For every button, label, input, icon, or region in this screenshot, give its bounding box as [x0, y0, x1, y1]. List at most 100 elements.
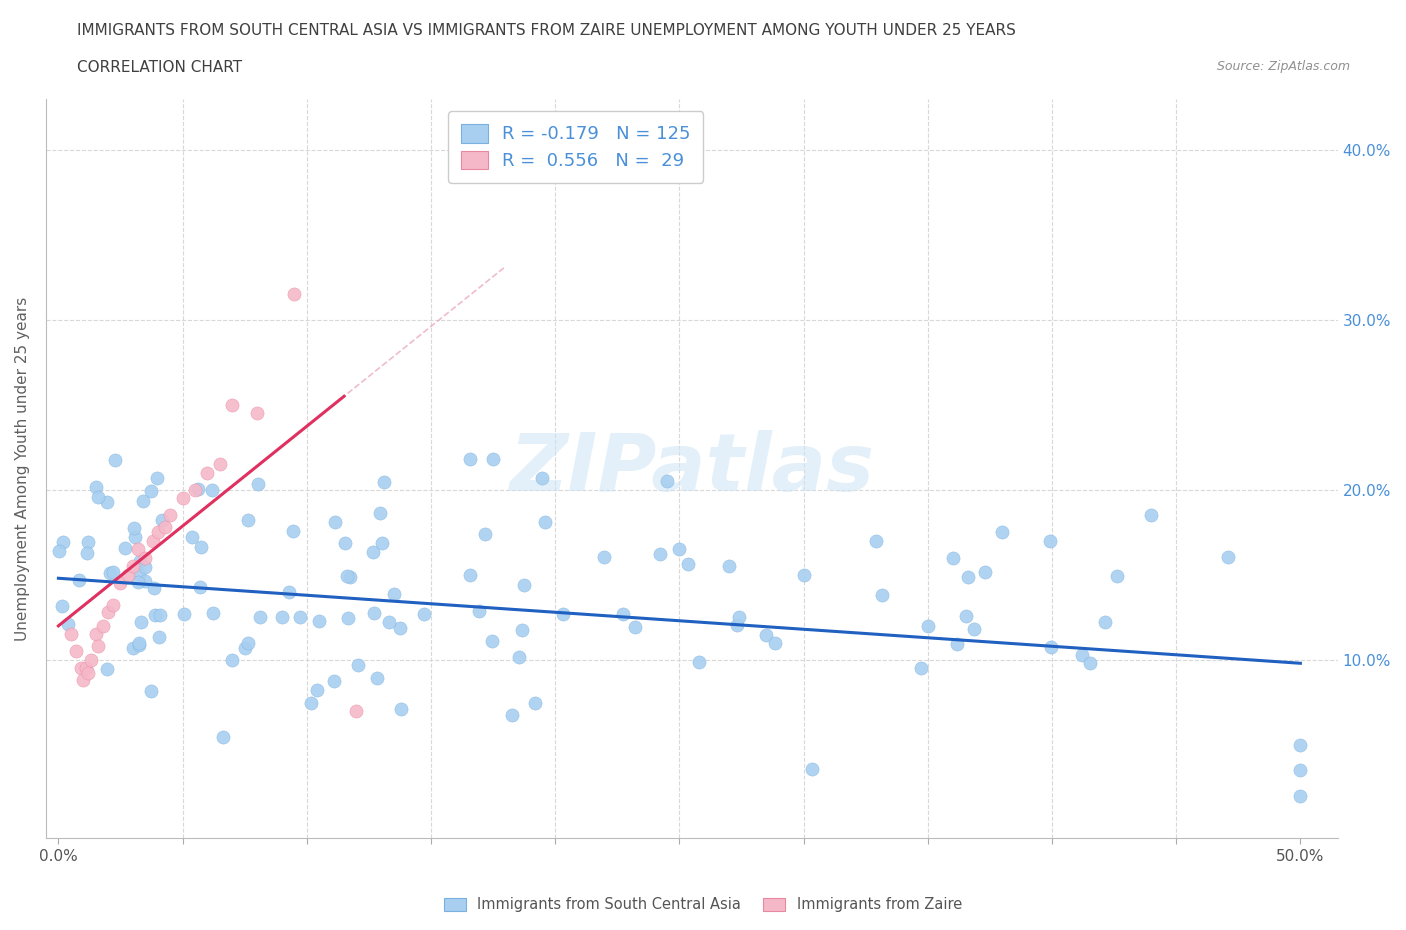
Point [104, 453, 127, 468]
Point [87, 639, 110, 654]
Point [371, 536, 394, 551]
Point [956, 569, 979, 584]
Point [91, 618, 114, 633]
Point [458, 567, 481, 582]
Point [84, 627, 107, 642]
Point [288, 610, 311, 625]
Point [153, 520, 176, 535]
Point [124, 530, 146, 545]
Point [323, 673, 346, 688]
Point [946, 637, 969, 652]
Point [134, 559, 156, 574]
Point [127, 542, 149, 557]
Point [728, 609, 751, 624]
Point [1105, 569, 1128, 584]
Point [122, 559, 145, 574]
Point [368, 506, 391, 521]
Point [510, 622, 533, 637]
Point [391, 701, 413, 716]
Point [727, 618, 749, 632]
Point [114, 541, 136, 556]
Point [131, 494, 153, 509]
Point [612, 607, 634, 622]
Point [101, 598, 124, 613]
Point [221, 397, 243, 412]
Point [482, 452, 505, 467]
Point [233, 641, 256, 656]
Point [412, 606, 434, 621]
Legend: Immigrants from South Central Asia, Immigrants from Zaire: Immigrants from South Central Asia, Immi… [439, 891, 967, 918]
Point [323, 514, 346, 529]
Point [150, 513, 173, 528]
Point [668, 542, 690, 557]
Point [117, 567, 139, 582]
Point [184, 483, 207, 498]
Point [65, 644, 87, 658]
Point [305, 683, 328, 698]
Point [678, 557, 700, 572]
Point [134, 574, 156, 589]
Point [172, 491, 194, 506]
Point [208, 457, 231, 472]
Point [236, 512, 259, 527]
Point [991, 525, 1014, 539]
Point [59, 627, 82, 642]
Point [460, 452, 482, 467]
Point [159, 508, 181, 523]
Point [1140, 508, 1163, 523]
Point [221, 652, 243, 667]
Point [378, 615, 401, 630]
Point [513, 578, 536, 592]
Point [346, 658, 368, 672]
Point [299, 695, 322, 710]
Point [103, 565, 125, 579]
Point [128, 567, 150, 582]
Point [755, 628, 778, 643]
Point [134, 551, 156, 565]
Point [249, 610, 271, 625]
Point [366, 671, 388, 685]
Point [190, 539, 212, 554]
Point [129, 614, 152, 629]
Point [481, 634, 503, 649]
Point [474, 526, 496, 541]
Point [1039, 533, 1062, 548]
Point [283, 286, 305, 301]
Point [1289, 737, 1312, 752]
Point [963, 621, 986, 636]
Point [553, 606, 575, 621]
Point [523, 696, 546, 711]
Point [148, 630, 170, 644]
Point [75, 661, 97, 676]
Point [96, 495, 118, 510]
Point [335, 569, 357, 584]
Text: CORRELATION CHART: CORRELATION CHART [77, 60, 242, 75]
Text: Source: ZipAtlas.com: Source: ZipAtlas.com [1216, 60, 1350, 73]
Point [910, 660, 932, 675]
Point [72, 672, 94, 687]
Point [146, 471, 169, 485]
Point [593, 550, 616, 565]
Point [501, 708, 523, 723]
Point [197, 465, 219, 480]
Point [865, 534, 887, 549]
Point [52, 534, 75, 549]
Point [56, 617, 79, 631]
Point [308, 613, 330, 628]
Point [346, 703, 368, 718]
Point [76, 546, 98, 561]
Point [181, 529, 204, 544]
Text: ZIPatlas: ZIPatlas [509, 430, 875, 508]
Point [100, 565, 122, 580]
Point [212, 729, 235, 744]
Point [655, 474, 678, 489]
Point [363, 605, 385, 620]
Point [149, 607, 172, 622]
Point [942, 551, 965, 565]
Point [77, 666, 100, 681]
Point [142, 534, 165, 549]
Point [79, 653, 101, 668]
Point [917, 618, 939, 633]
Point [974, 565, 997, 579]
Text: IMMIGRANTS FROM SOUTH CENTRAL ASIA VS IMMIGRANTS FROM ZAIRE UNEMPLOYMENT AMONG Y: IMMIGRANTS FROM SOUTH CENTRAL ASIA VS IM… [77, 23, 1017, 38]
